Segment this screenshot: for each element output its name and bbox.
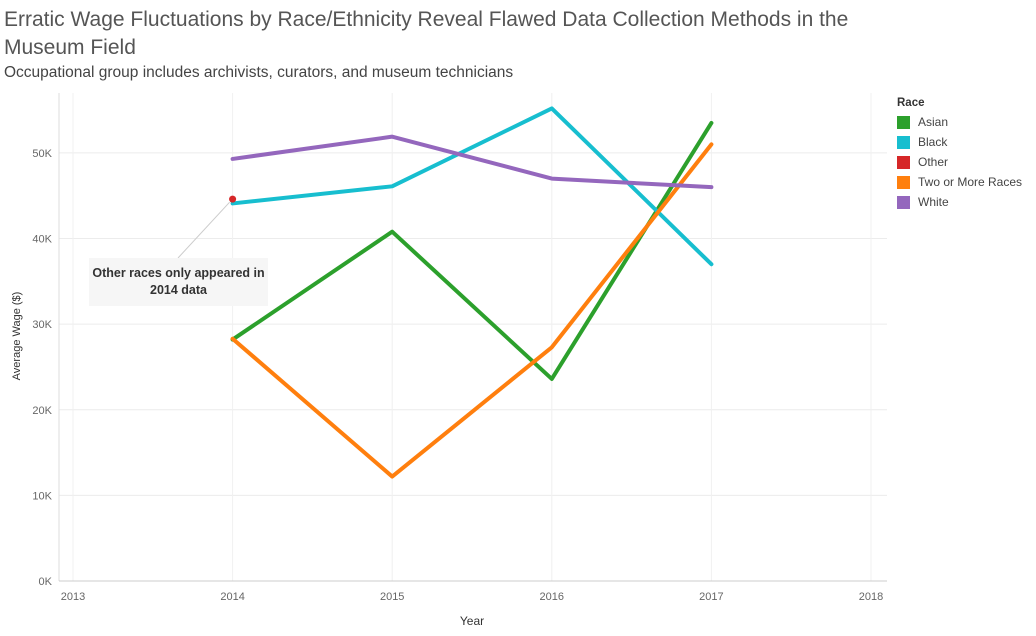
legend-label: White <box>918 195 949 209</box>
series-lines <box>229 106 714 479</box>
series-line-white[interactable] <box>230 134 714 190</box>
y-tick-label: 10K <box>32 490 52 502</box>
legend-item-two-or-more-races[interactable]: Two or More Races <box>897 172 1033 192</box>
x-tick-label: 2014 <box>220 591 244 603</box>
x-tick-label: 2017 <box>699 591 723 603</box>
annotation-connector <box>177 201 230 259</box>
series-line-asian[interactable] <box>230 120 714 381</box>
y-axis-title: Average Wage ($) <box>11 292 23 381</box>
tick-labels: 0K 10K 20K 30K 40K 50K 2013 2014 2015 2016 2017 201… <box>32 148 883 603</box>
legend-item-other[interactable]: Other <box>897 152 1033 172</box>
legend-item-black[interactable]: Black <box>897 132 1033 152</box>
x-tick-label: 2013 <box>61 591 85 603</box>
y-tick-label: 50K <box>32 148 52 160</box>
x-tick-label: 2018 <box>859 591 883 603</box>
y-tick-label: 20K <box>32 405 52 417</box>
grid-lines <box>59 93 887 581</box>
legend-item-asian[interactable]: Asian <box>897 112 1033 132</box>
x-tick-label: 2016 <box>540 591 564 603</box>
series-point-other[interactable] <box>229 195 237 203</box>
chart-subtitle: Occupational group includes archivists, … <box>4 64 514 81</box>
annotation-callout: Other races only appeared in 2014 data <box>89 258 268 306</box>
legend-swatch <box>897 115 910 129</box>
series-line-two-or-more-races[interactable] <box>230 142 714 479</box>
legend-label: Two or More Races <box>918 175 1023 189</box>
x-tick-label: 2015 <box>380 591 404 603</box>
legend-swatch <box>897 175 910 189</box>
x-axis-title: Year <box>460 614 484 628</box>
y-tick-label: 40K <box>32 234 52 246</box>
legend-label: Asian <box>918 115 949 129</box>
y-tick-label: 0K <box>39 576 53 588</box>
legend-item-white[interactable]: White <box>897 192 1033 212</box>
axes <box>58 93 887 582</box>
series-line-black[interactable] <box>230 106 714 267</box>
legend: Race Asian Black Other Two or More Races… <box>897 97 1033 212</box>
legend-swatch <box>897 195 910 209</box>
legend-swatch <box>897 135 910 149</box>
legend-label: Other <box>918 155 949 169</box>
annotation-leader-line <box>177 201 230 259</box>
y-tick-label: 30K <box>32 319 52 331</box>
legend-label: Black <box>918 135 948 149</box>
legend-title: Race <box>897 97 925 109</box>
chart-title: Erratic Wage Fluctuations by Race/Ethnic… <box>4 8 849 59</box>
legend-swatch <box>897 155 910 169</box>
